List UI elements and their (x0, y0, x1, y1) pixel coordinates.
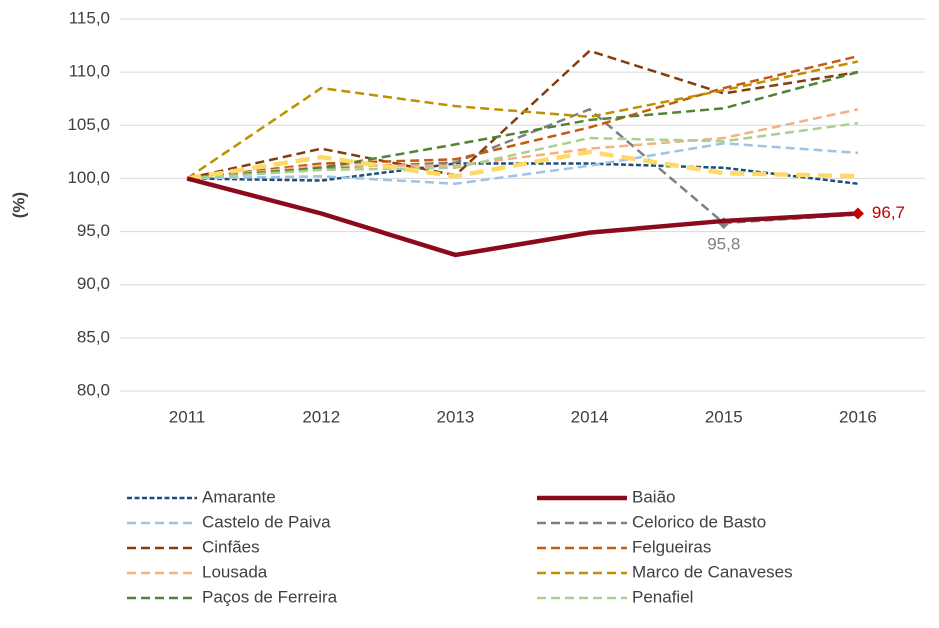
y-tick-label: 80,0 (77, 380, 110, 399)
legend-label: Paços de Ferreira (202, 587, 338, 606)
data-label: 96,7 (872, 203, 905, 222)
series-line (186, 176, 859, 258)
series-line (186, 49, 859, 180)
point-marker (851, 207, 864, 220)
series-line (187, 121, 859, 180)
x-tick-label: 2012 (302, 407, 340, 426)
legend-label: Lousada (202, 562, 268, 581)
legend-label: Cinfães (202, 537, 260, 556)
legend-label: Baião (632, 487, 675, 506)
y-tick-label: 115,0 (69, 8, 110, 27)
y-axis-label: (%) (9, 192, 28, 218)
legend-label: Amarante (202, 487, 276, 506)
series-line (187, 142, 859, 185)
series-line (186, 149, 858, 181)
legend-label: Celorico de Basto (632, 512, 766, 531)
x-tick-label: 2013 (437, 407, 475, 426)
series-line (186, 70, 859, 180)
x-tick-label: 2014 (571, 407, 609, 426)
legend-label: Penafiel (632, 587, 693, 606)
y-tick-label: 85,0 (77, 327, 110, 346)
data-label: 95,8 (707, 235, 740, 254)
legend-label: Felgueiras (632, 537, 711, 556)
y-tick-label: 90,0 (77, 274, 110, 293)
y-tick-label: 105,0 (67, 115, 110, 134)
legend-label: Castelo de Paiva (202, 512, 331, 531)
x-tick-label: 2016 (839, 407, 877, 426)
legend-label: Marco de Canaveses (632, 562, 793, 581)
y-tick-label: 100,0 (67, 168, 110, 187)
y-tick-label: 110,0 (69, 62, 110, 81)
x-tick-label: 2011 (169, 407, 206, 426)
series-line (186, 108, 859, 180)
series-line (186, 54, 859, 180)
y-tick-label: 95,0 (77, 221, 110, 240)
x-tick-label: 2015 (705, 407, 743, 426)
series-line (186, 60, 859, 180)
